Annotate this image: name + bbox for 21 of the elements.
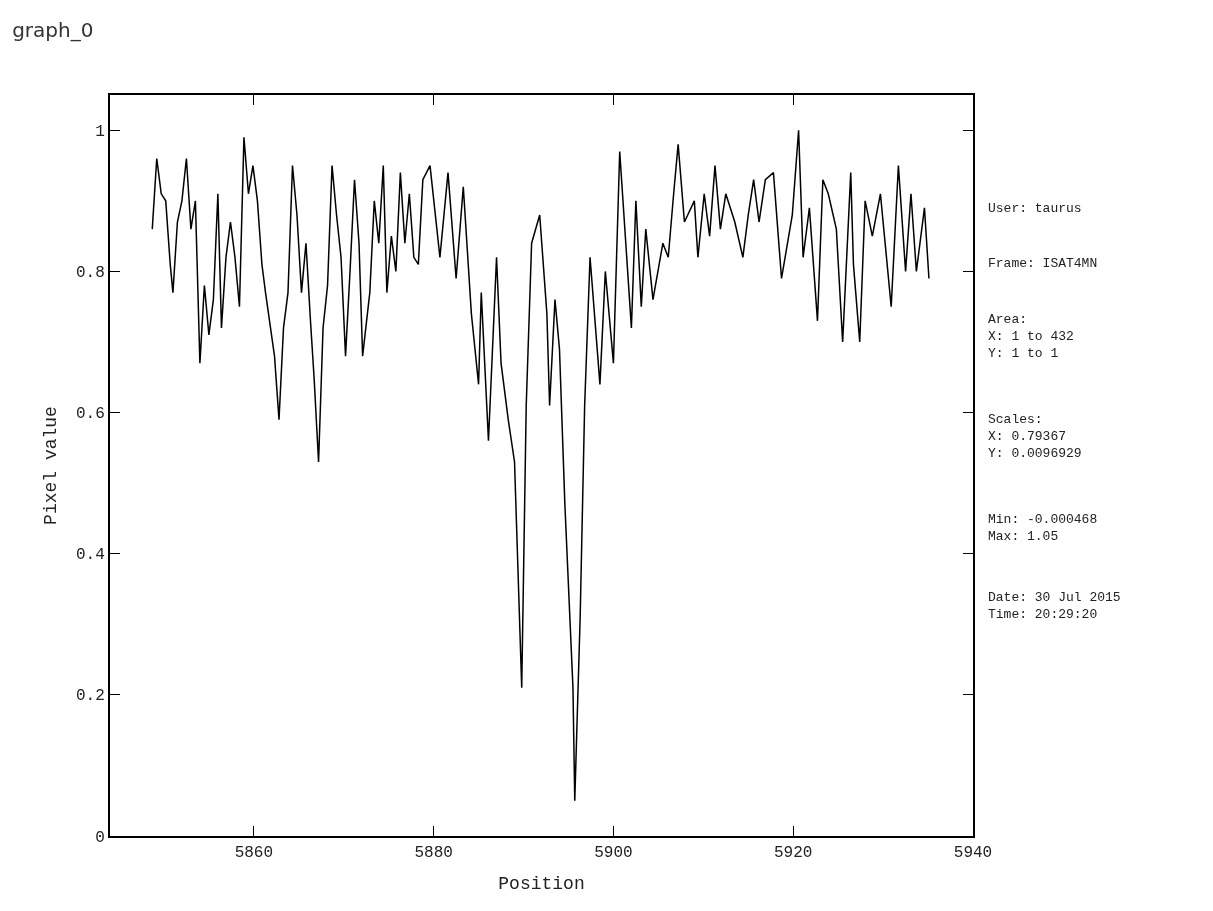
x-tick-label: 5920 [774, 844, 813, 863]
x-tick-label: 5940 [953, 844, 993, 863]
y-axis-title: Pixel value [40, 406, 61, 525]
y-tick-label: 1 [95, 122, 105, 141]
x-tick-label: 5900 [594, 844, 633, 863]
x-tick-label: 5880 [414, 844, 453, 863]
text: Scales: X: 0.79367 Y: 0.0096929 [988, 412, 1082, 461]
text: Date: 30 Jul 2015 Time: 20:29:20 [988, 590, 1121, 622]
y-tick-label: 0.2 [75, 687, 105, 706]
text: Area: X: 1 to 432 Y: 1 to 1 [988, 312, 1074, 361]
y-tick-label: 0.8 [75, 264, 105, 283]
chart-title: graph_0 [12, 17, 94, 42]
x-axis-title: Position [498, 873, 585, 894]
text: Frame: ISAT4MN [988, 256, 1098, 271]
y-tick-label: 0 [95, 828, 105, 847]
text: Min: -0.000468 Max: 1.05 [988, 512, 1098, 544]
x-tick-label: 5860 [234, 844, 274, 863]
text: User: taurus [988, 201, 1082, 216]
y-tick-label: 0.4 [75, 546, 105, 565]
y-tick-label: 0.6 [75, 405, 105, 424]
line-series [151, 129, 930, 802]
